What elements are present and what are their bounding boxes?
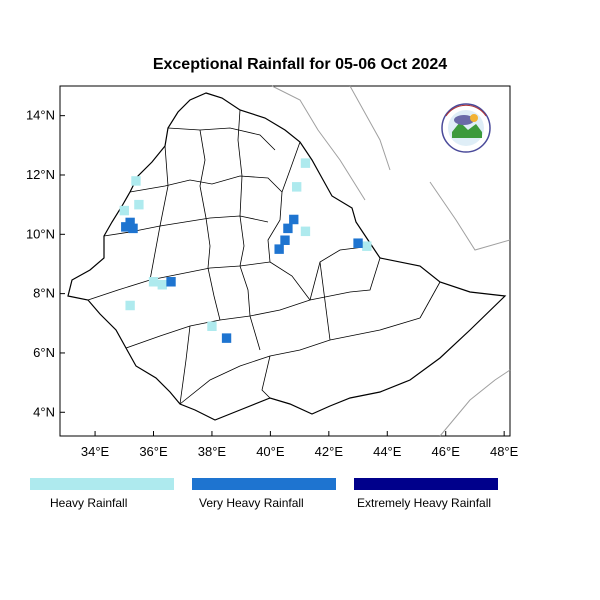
rainfall-layer (119, 158, 372, 343)
admin-boundary (179, 317, 421, 405)
legend-swatch-extremely-heavy (354, 478, 498, 490)
rainfall-cell (274, 244, 284, 254)
rainfall-cell (362, 241, 372, 251)
neighbour-border-somaliland (429, 181, 511, 251)
logo-arc (445, 104, 487, 117)
admin-boundary (319, 261, 331, 341)
map-frame (59, 85, 511, 437)
rainfall-cell (289, 214, 299, 225)
country-outline (67, 92, 507, 421)
lat-tick-label: 6°N (33, 345, 55, 360)
rainfall-cell (157, 279, 167, 290)
admin-boundary (87, 261, 271, 301)
lon-tick-label: 42°E (315, 444, 344, 459)
lon-tick-label: 40°E (256, 444, 285, 459)
rainfall-cell (300, 158, 311, 168)
map-title: Exceptional Rainfall for 05-06 Oct 2024 (152, 56, 448, 73)
admin-boundary (267, 191, 311, 301)
lon-tick-label: 46°E (432, 444, 461, 459)
rainfall-cell (134, 199, 144, 210)
admin-boundary (309, 245, 373, 301)
lat-tick-label: 14°N (26, 108, 55, 123)
admin-boundary (199, 129, 221, 321)
rainfall-cell (300, 226, 311, 237)
legend-label-extremely-heavy: Extremely Heavy Rainfall (357, 496, 492, 510)
lat-tick-label: 4°N (33, 404, 55, 419)
legend-label-very-heavy: Very Heavy Rainfall (199, 496, 304, 510)
logo-cloud-icon (454, 115, 474, 125)
legend-swatch-heavy (30, 478, 174, 490)
rainfall-cell (353, 238, 363, 248)
lon-tick-label: 38°E (198, 444, 227, 459)
admin-boundary (281, 141, 301, 193)
rainfall-cell (292, 182, 302, 192)
neighbour-borders (271, 85, 511, 437)
admin-boundary (349, 257, 381, 293)
lat-tick-label: 8°N (33, 286, 55, 301)
lon-tick-label: 34°E (81, 444, 110, 459)
admin-boundary (129, 175, 283, 193)
admin-boundary (419, 281, 441, 319)
institute-logo (441, 103, 491, 153)
admin-boundary (125, 291, 351, 349)
rainfall-cell (131, 176, 141, 186)
rainfall-cell (119, 205, 129, 216)
rainfall-cell (221, 333, 232, 343)
admin-boundary (261, 355, 271, 399)
logo-mountain-icon (452, 122, 482, 138)
admin-boundary (167, 127, 276, 151)
lon-tick-label: 48°E (490, 444, 519, 459)
lat-tick-label: 10°N (26, 226, 55, 241)
admin-boundary (149, 145, 169, 281)
legend-label-heavy: Heavy Rainfall (50, 496, 128, 510)
rainfall-cell (128, 223, 138, 234)
rainfall-cell (148, 277, 159, 287)
rainfall-cell (283, 223, 293, 234)
neighbour-border-somalia (439, 369, 511, 437)
rainfall-cell (125, 300, 135, 311)
admin-boundaries (87, 109, 441, 405)
admin-boundary (237, 109, 261, 351)
rainfall-cell (207, 321, 217, 331)
rainfall-cell (121, 222, 131, 232)
logo-sun-icon (470, 114, 478, 122)
lon-tick-label: 44°E (373, 444, 402, 459)
rainfall-cell (280, 235, 290, 245)
map-axes: 14°N 12°N 10°N 8°N 6°N 4°N 34°E 36°E 38°E 40°E 42°… (26, 108, 519, 459)
rainfall-cell (166, 277, 176, 287)
lon-tick-label: 36°E (139, 444, 168, 459)
legend-swatch-very-heavy (192, 478, 336, 490)
admin-boundary (179, 325, 191, 405)
neighbour-border-coast (349, 85, 391, 171)
neighbour-border-eritrea (271, 85, 366, 201)
lat-tick-label: 12°N (26, 167, 55, 182)
